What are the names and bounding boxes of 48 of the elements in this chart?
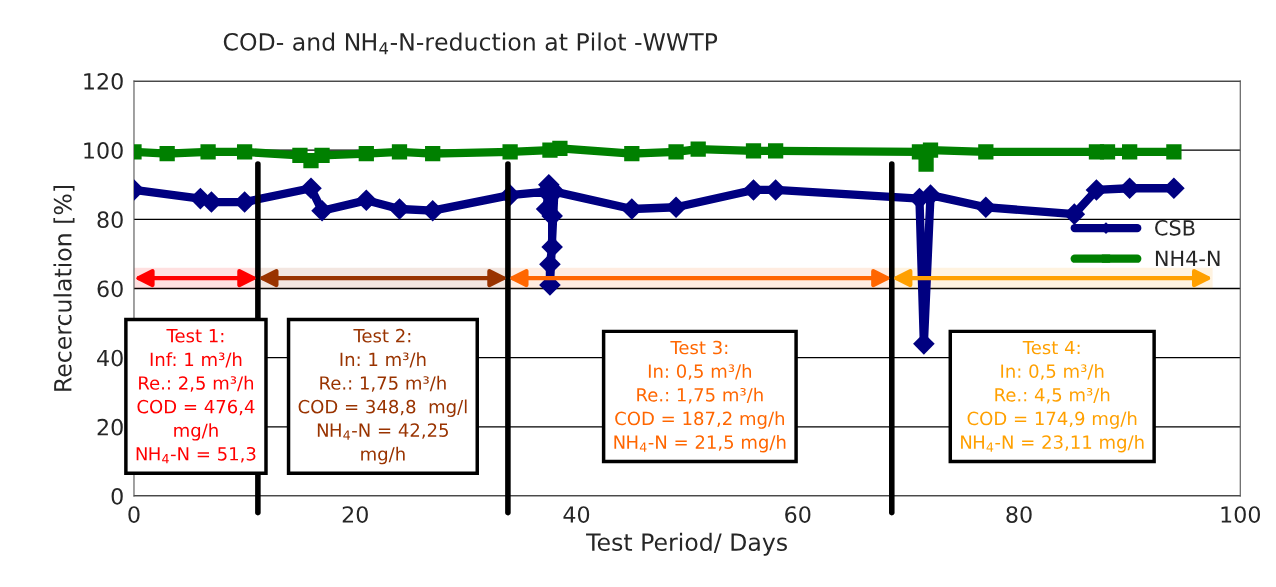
- point: [358, 145, 374, 162]
- legend-label: CSB: [1155, 219, 1195, 236]
- x-axis-title: Test Period/ Days: [586, 532, 787, 556]
- band-label: Test 2: In: 1 m³/h Re.: 1,75 m³/h COD = 348,8 mg/l NH$_{4}$-N = 42,25 mg/h: [298, 328, 467, 465]
- point: [552, 140, 568, 157]
- band-label: Test 1: Inf: 1 m³/h Re.: 2,5 m³/h COD = 476,4 mg/h NH$_{4}$-N = 51,3: [136, 329, 256, 464]
- point: [745, 143, 762, 159]
- point: [300, 177, 322, 200]
- y-tick-label: 20: [97, 418, 123, 436]
- point: [236, 144, 253, 160]
- legend-label: NH4-N: [1155, 250, 1220, 266]
- x-tick-label: 40: [563, 506, 590, 523]
- point: [1122, 144, 1138, 160]
- point: [1099, 144, 1116, 160]
- point: [1166, 144, 1182, 160]
- x-tick-label: 80: [1006, 506, 1032, 523]
- y-tick-label: 40: [97, 349, 123, 367]
- point: [311, 199, 333, 222]
- y-tick-label: 60: [97, 280, 123, 298]
- point: [355, 189, 378, 212]
- point: [624, 145, 640, 162]
- chart-title: COD- and NH$_{4}$-N-reduction at Pilot -WWTP: [223, 32, 718, 55]
- y-axis-title: Recerculation [%]: [53, 185, 75, 391]
- x-tick-label: 20: [342, 506, 368, 523]
- point: [425, 145, 441, 162]
- point: [1063, 203, 1086, 225]
- point: [767, 143, 784, 159]
- point: [159, 145, 175, 162]
- point: [665, 196, 687, 219]
- y-tick-label: 0: [111, 487, 123, 505]
- point: [978, 144, 994, 160]
- point: [922, 142, 939, 158]
- point: [314, 147, 330, 163]
- point: [975, 196, 997, 219]
- y-tick-label: 120: [84, 72, 123, 90]
- band-label: Test 3: In: 0,5 m³/h Re.: 1,75 m³/h COD = 187,2 mg/h NH$_{4}$-N = 21,5 mg/h: [614, 340, 786, 453]
- x-tick-label: 100: [1221, 506, 1260, 523]
- point: [690, 141, 706, 157]
- x-tick-label: 60: [785, 506, 811, 523]
- y-tick-label: 100: [84, 142, 123, 159]
- band-label: Test 4: In: 0,5 m³/h Re.: 4,5 m³/h COD = 174,9 mg/h NH$_{4}$-N = 23,11 mg/h: [961, 340, 1144, 453]
- y-tick-label: 80: [97, 211, 123, 229]
- x-tick-label: 0: [128, 506, 140, 523]
- point: [918, 156, 934, 172]
- point: [391, 144, 408, 160]
- point: [502, 144, 518, 160]
- point: [668, 144, 684, 160]
- point: [200, 144, 216, 160]
